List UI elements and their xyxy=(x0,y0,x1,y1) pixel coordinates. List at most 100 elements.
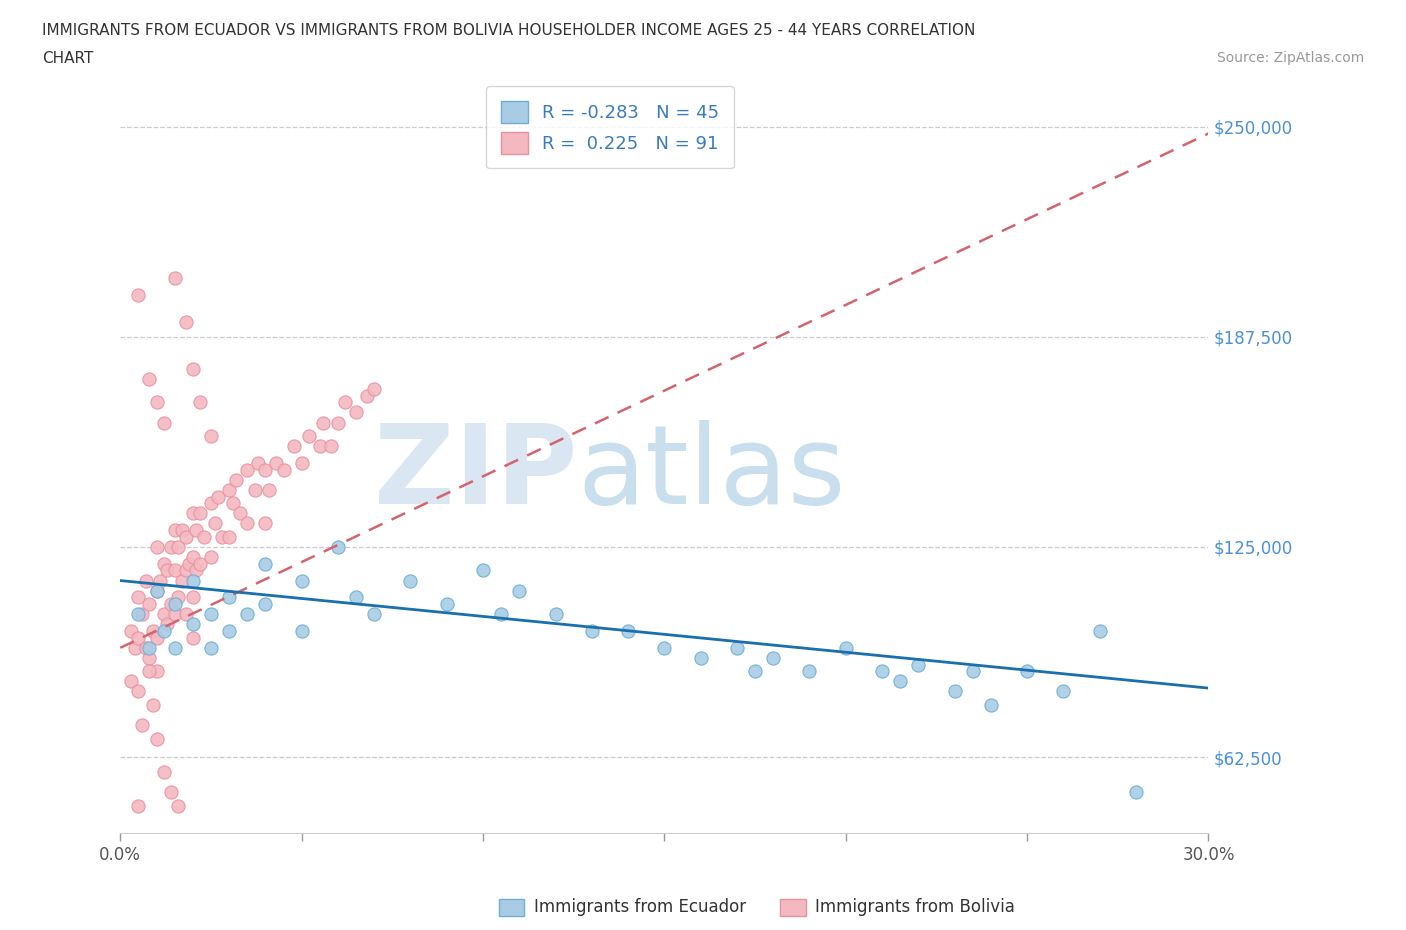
Point xyxy=(218,590,240,604)
Point xyxy=(291,573,314,588)
Point xyxy=(544,606,567,621)
Point xyxy=(120,674,142,689)
Point xyxy=(149,573,172,588)
Point xyxy=(145,539,167,554)
Point xyxy=(145,395,167,410)
Text: Immigrants from Bolivia: Immigrants from Bolivia xyxy=(815,897,1015,916)
Point xyxy=(335,395,357,410)
Point xyxy=(363,606,385,621)
Point xyxy=(131,718,153,733)
Point xyxy=(799,664,821,679)
Point xyxy=(283,439,305,454)
Point xyxy=(145,631,167,645)
Point xyxy=(142,698,165,712)
Point xyxy=(131,606,153,621)
Point xyxy=(193,529,215,544)
Point xyxy=(291,623,314,638)
Point xyxy=(1088,623,1111,638)
Point xyxy=(744,664,766,679)
Point xyxy=(188,556,211,571)
Point xyxy=(127,606,149,621)
Text: Source: ZipAtlas.com: Source: ZipAtlas.com xyxy=(1216,51,1364,65)
Point xyxy=(135,641,157,656)
Point xyxy=(264,456,287,471)
Point xyxy=(204,516,226,531)
Point xyxy=(1125,785,1147,800)
Point xyxy=(181,590,204,604)
Point xyxy=(181,506,204,521)
Text: Immigrants from Ecuador: Immigrants from Ecuador xyxy=(534,897,747,916)
Point xyxy=(120,623,142,638)
Point xyxy=(218,623,240,638)
Point xyxy=(207,489,229,504)
Point xyxy=(254,516,277,531)
Point xyxy=(489,606,512,621)
Point xyxy=(399,573,422,588)
Point xyxy=(179,556,201,571)
Point xyxy=(247,456,270,471)
Point xyxy=(153,556,176,571)
Text: IMMIGRANTS FROM ECUADOR VS IMMIGRANTS FROM BOLIVIA HOUSEHOLDER INCOME AGES 25 - : IMMIGRANTS FROM ECUADOR VS IMMIGRANTS FR… xyxy=(42,23,976,38)
Point xyxy=(762,650,785,665)
Point xyxy=(127,684,149,699)
Point xyxy=(200,429,222,444)
Point xyxy=(581,623,603,638)
Point xyxy=(200,606,222,621)
Point xyxy=(229,506,252,521)
Point xyxy=(943,684,966,699)
Point xyxy=(436,597,458,612)
Point xyxy=(181,631,204,645)
Point xyxy=(254,462,277,477)
Point xyxy=(163,271,186,286)
Point xyxy=(153,623,176,638)
Point xyxy=(138,664,160,679)
Point xyxy=(160,597,183,612)
Point xyxy=(254,597,277,612)
Point xyxy=(980,698,1002,712)
Text: atlas: atlas xyxy=(578,420,846,527)
Point xyxy=(273,462,295,477)
Point xyxy=(236,462,259,477)
Point xyxy=(254,556,277,571)
Point xyxy=(127,798,149,813)
Point xyxy=(163,606,186,621)
Point xyxy=(962,664,984,679)
Point xyxy=(170,523,193,538)
Point xyxy=(218,483,240,498)
Point xyxy=(472,563,495,578)
Point xyxy=(135,573,157,588)
Point xyxy=(160,539,183,554)
Point xyxy=(200,496,222,511)
Point xyxy=(200,550,222,565)
Point xyxy=(870,664,893,679)
Point xyxy=(167,539,190,554)
Point xyxy=(153,606,176,621)
Point xyxy=(181,573,204,588)
Point xyxy=(344,405,367,420)
Point xyxy=(138,371,160,386)
Point xyxy=(181,550,204,565)
Point xyxy=(160,785,183,800)
Point xyxy=(167,798,190,813)
Point xyxy=(153,764,176,779)
Point xyxy=(174,606,197,621)
Point xyxy=(145,731,167,746)
Point xyxy=(145,583,167,598)
Point xyxy=(127,287,149,302)
Point xyxy=(188,506,211,521)
Point xyxy=(138,650,160,665)
Point xyxy=(889,674,911,689)
Point xyxy=(186,563,208,578)
Point xyxy=(508,583,530,598)
Point xyxy=(124,641,146,656)
Point xyxy=(689,650,711,665)
Point xyxy=(174,314,197,329)
Point xyxy=(163,597,186,612)
Point xyxy=(218,529,240,544)
Point xyxy=(211,529,233,544)
Text: CHART: CHART xyxy=(42,51,94,66)
Point xyxy=(312,415,335,430)
Point xyxy=(835,641,858,656)
Legend: R = -0.283   N = 45, R =  0.225   N = 91: R = -0.283 N = 45, R = 0.225 N = 91 xyxy=(486,86,734,168)
Point xyxy=(188,395,211,410)
